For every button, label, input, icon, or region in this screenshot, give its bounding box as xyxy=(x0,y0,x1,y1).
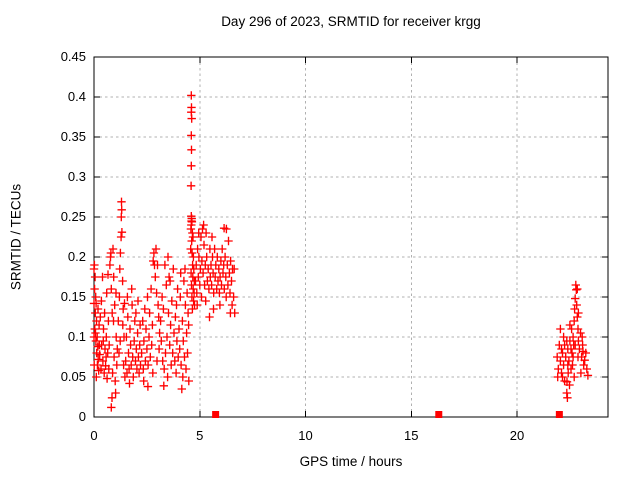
x-axis-title: GPS time / hours xyxy=(299,454,403,469)
y-tick-label: 0.45 xyxy=(60,49,86,64)
scatter-points-srmtid xyxy=(89,91,593,412)
y-tick-label: 0.1 xyxy=(67,329,86,344)
y-tick-label: 0.2 xyxy=(67,249,86,264)
y-tick-label: 0.35 xyxy=(60,129,86,144)
y-tick-label: 0.4 xyxy=(67,89,86,104)
y-tick-label: 0.3 xyxy=(67,169,86,184)
plot-border xyxy=(93,56,609,418)
y-tick-label: 0.15 xyxy=(60,289,86,304)
x-tick-label: 5 xyxy=(196,428,204,443)
y-tick-label: 0.05 xyxy=(60,369,86,384)
x-tick-label: 15 xyxy=(404,428,419,443)
y-tick-label: 0 xyxy=(78,409,86,424)
chart-title: Day 296 of 2023, SRMTID for receiver krg… xyxy=(221,14,481,29)
x-tick-label: 10 xyxy=(298,428,313,443)
square-marker-zero-line-squares xyxy=(212,411,220,418)
x-tick-label: 20 xyxy=(509,428,525,443)
square-marker-zero-line-squares xyxy=(555,411,563,418)
square-marker-zero-line-squares xyxy=(435,411,443,418)
x-tick-label: 0 xyxy=(90,428,98,443)
y-tick-label: 0.25 xyxy=(60,209,86,224)
